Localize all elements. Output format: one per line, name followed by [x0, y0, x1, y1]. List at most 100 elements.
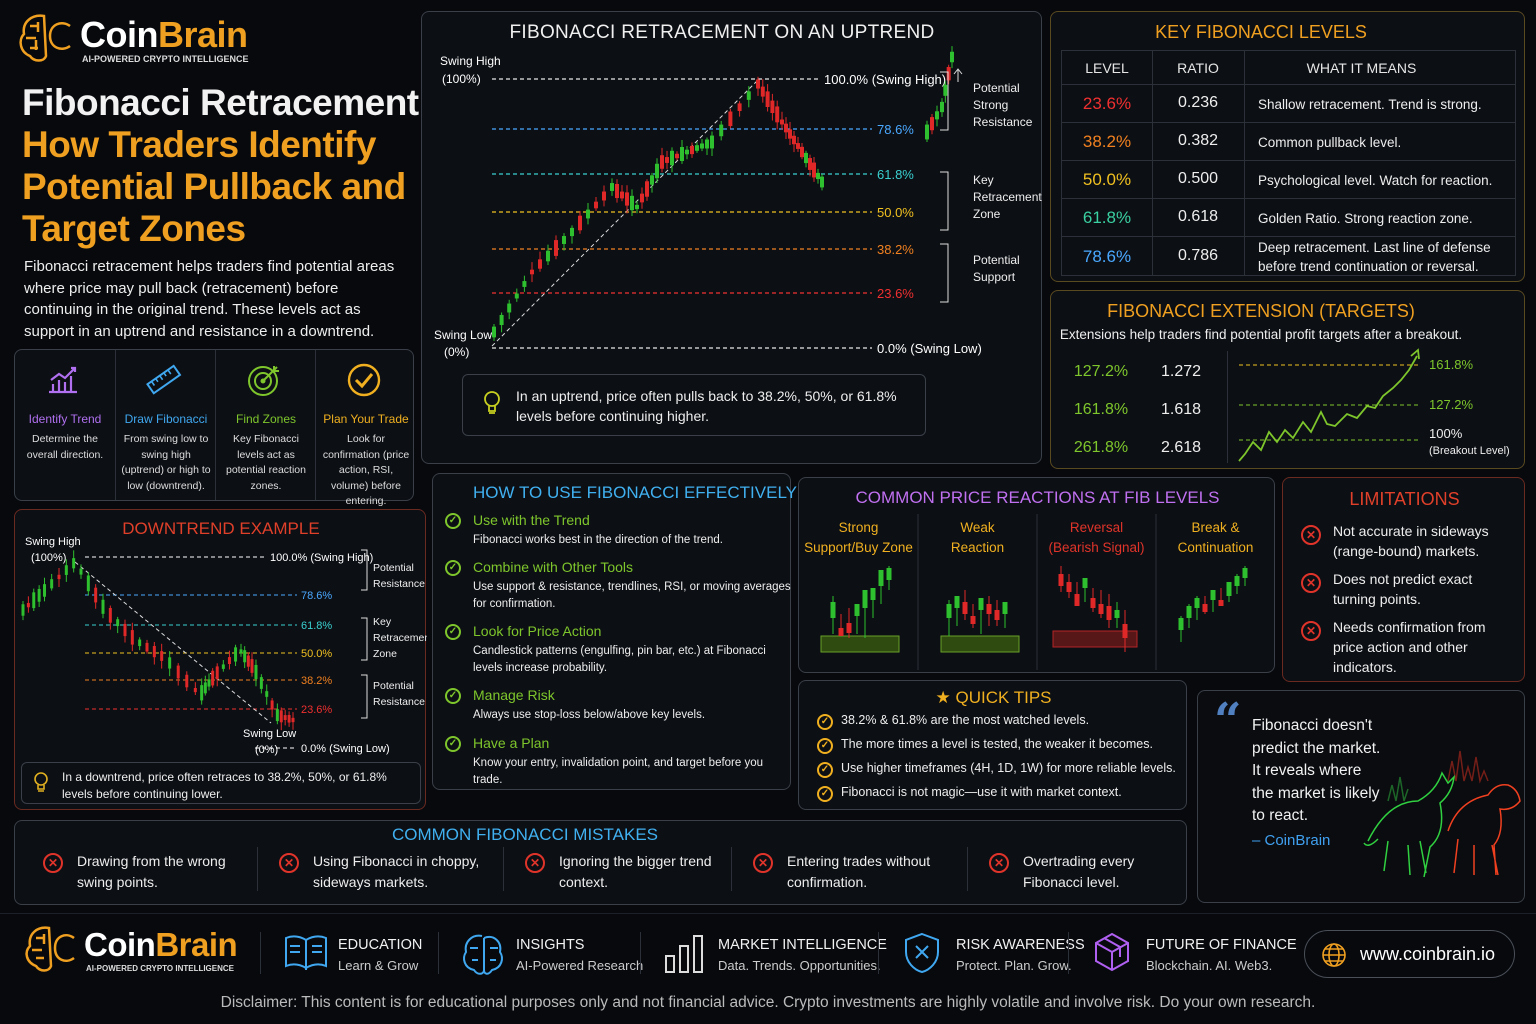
candle: [203, 682, 207, 694]
step-title: Identify Trend: [28, 412, 102, 426]
step-title: Plan Your Trade: [323, 412, 409, 426]
level-meaning: Psychological level. Watch for reaction.: [1258, 173, 1493, 188]
candle: [808, 158, 812, 170]
candle: [522, 281, 527, 287]
candle: [1210, 590, 1216, 600]
candle: [946, 604, 952, 618]
candle: [655, 163, 659, 179]
main-title: Fibonacci Retracement: How Traders Ident…: [22, 82, 431, 250]
footer-item[interactable]: INSIGHTS AI-Powered Research: [460, 930, 650, 976]
candle: [586, 209, 590, 219]
candle: [878, 570, 884, 586]
candle: [43, 584, 47, 597]
footer-item[interactable]: MARKET INTELLIGENCE Data. Trends. Opport…: [662, 930, 887, 976]
extension-price-line: [1238, 355, 1418, 462]
swing-high-pct: (100%): [442, 72, 481, 86]
swing-low-label: Swing Low: [243, 728, 296, 740]
candle: [283, 715, 287, 720]
footer-divider: [438, 932, 439, 974]
trend-chart-icon: [49, 366, 77, 394]
candle: [640, 193, 644, 203]
downtrend-note: In a downtrend, price often retraces to …: [62, 770, 387, 801]
quote-line-2: predict the market.: [1252, 739, 1381, 757]
candle: [610, 183, 614, 191]
tips-panel: ★ QUICK TIPS ✓ 38.2% & 61.8% are the mos…: [798, 680, 1187, 810]
extension-row: 127.2% 1.272: [1051, 363, 1227, 393]
howto-panel: HOW TO USE FIBONACCI EFFECTIVELY ✓ Use w…: [432, 473, 797, 790]
uptrend-note-box: In an uptrend, price often pulls back to…: [462, 374, 926, 436]
ratio-value: 0.786: [1177, 247, 1219, 264]
support-zone: [820, 635, 900, 653]
candle: [1186, 606, 1192, 618]
cross-icon: ✕: [1301, 573, 1321, 593]
candle: [246, 655, 250, 667]
website-button[interactable]: www.coinbrain.io: [1304, 930, 1515, 978]
step-desc: Determine the overall direction.: [26, 433, 104, 461]
cross-icon: ✕: [1301, 525, 1321, 545]
mistake-text: Drawing from the wrong swing points.: [77, 853, 226, 890]
candle: [145, 642, 149, 652]
step-desc: Look for confirmation (price action, RSI…: [322, 433, 410, 507]
fib-level-label: 50.0%: [877, 205, 914, 220]
fib-level-label: 61.8%: [301, 620, 332, 632]
footer-brand-brain: Brain: [155, 926, 238, 963]
candle: [250, 659, 254, 673]
footer-item[interactable]: RISK AWARENESS Protect. Plan. Grow.: [900, 930, 1090, 976]
candle: [570, 227, 574, 237]
candle: [838, 628, 844, 636]
tip-text: The more times a level is tested, the we…: [841, 737, 1153, 751]
brain-logo-icon: [19, 14, 71, 62]
ruler-icon: [146, 364, 182, 395]
cross-icon: ✕: [753, 853, 773, 873]
mistake-text: Overtrading every Fibonacci level.: [1023, 853, 1135, 890]
check-circle-icon: [347, 363, 381, 397]
level-value: 61.8%: [1082, 208, 1132, 227]
cube-icon: [1095, 932, 1129, 972]
zone-bracket: [940, 71, 949, 131]
ratio-value: 0.500: [1177, 170, 1219, 187]
candle: [514, 293, 519, 299]
howto-item-desc: Fibonacci works best in the direction of…: [473, 534, 723, 546]
candle: [862, 590, 868, 608]
mistake-text: Using Fibonacci in choppy, sideways mark…: [313, 853, 480, 890]
candle: [215, 666, 219, 680]
fib-level-label: 0.0% (Swing Low): [301, 743, 390, 755]
brand-name-coin: Coin: [80, 14, 158, 55]
candle: [499, 314, 504, 326]
footer-item[interactable]: EDUCATION Learn & Grow: [282, 930, 472, 976]
brand-tagline: AI-POWERED CRYPTO INTELLIGENCE: [82, 54, 249, 64]
fib-level-label: 38.2%: [877, 242, 914, 257]
candle: [846, 623, 852, 633]
ratio-value: 0.618: [1177, 208, 1219, 225]
extension-ratio: 1.272: [1160, 363, 1202, 380]
candle: [685, 149, 689, 155]
howto-item-title: Manage Risk: [473, 687, 555, 703]
step-1: Identify Trend Determine the overall dir…: [15, 350, 115, 500]
candle: [1082, 578, 1088, 588]
candle: [168, 657, 172, 669]
candle: [1002, 602, 1008, 614]
candle: [594, 201, 598, 209]
lightbulb-icon: [34, 772, 48, 792]
howto-item-title: Look for Price Action: [473, 623, 602, 639]
extension-ratio: 2.618: [1160, 439, 1202, 456]
swing-diagonal: [74, 561, 272, 724]
website-url: www.coinbrain.io: [1360, 944, 1496, 964]
downtrend-panel: DOWNTREND EXAMPLE 100.0% (Swing High) 78.…: [14, 509, 427, 810]
shield-icon: [905, 932, 939, 974]
mistake-text: Entering trades without confirmation.: [787, 853, 931, 890]
candle: [221, 664, 225, 669]
limitations-panel: LIMITATIONS ✕ Not accurate in sideways (…: [1282, 477, 1525, 682]
swing-low-pct: (0%): [444, 345, 469, 359]
candle: [492, 326, 496, 338]
candle: [943, 84, 948, 96]
check-icon: ✓: [445, 513, 461, 529]
candle: [986, 604, 992, 614]
candle: [562, 236, 566, 244]
candle: [101, 599, 105, 614]
footer-item[interactable]: FUTURE OF FINANCE Blockchain. AI. Web3.: [1090, 930, 1297, 976]
candle: [130, 630, 134, 645]
cross-icon: ✕: [525, 853, 545, 873]
mistakes-title: COMMON FIBONACCI MISTAKES: [391, 825, 659, 844]
